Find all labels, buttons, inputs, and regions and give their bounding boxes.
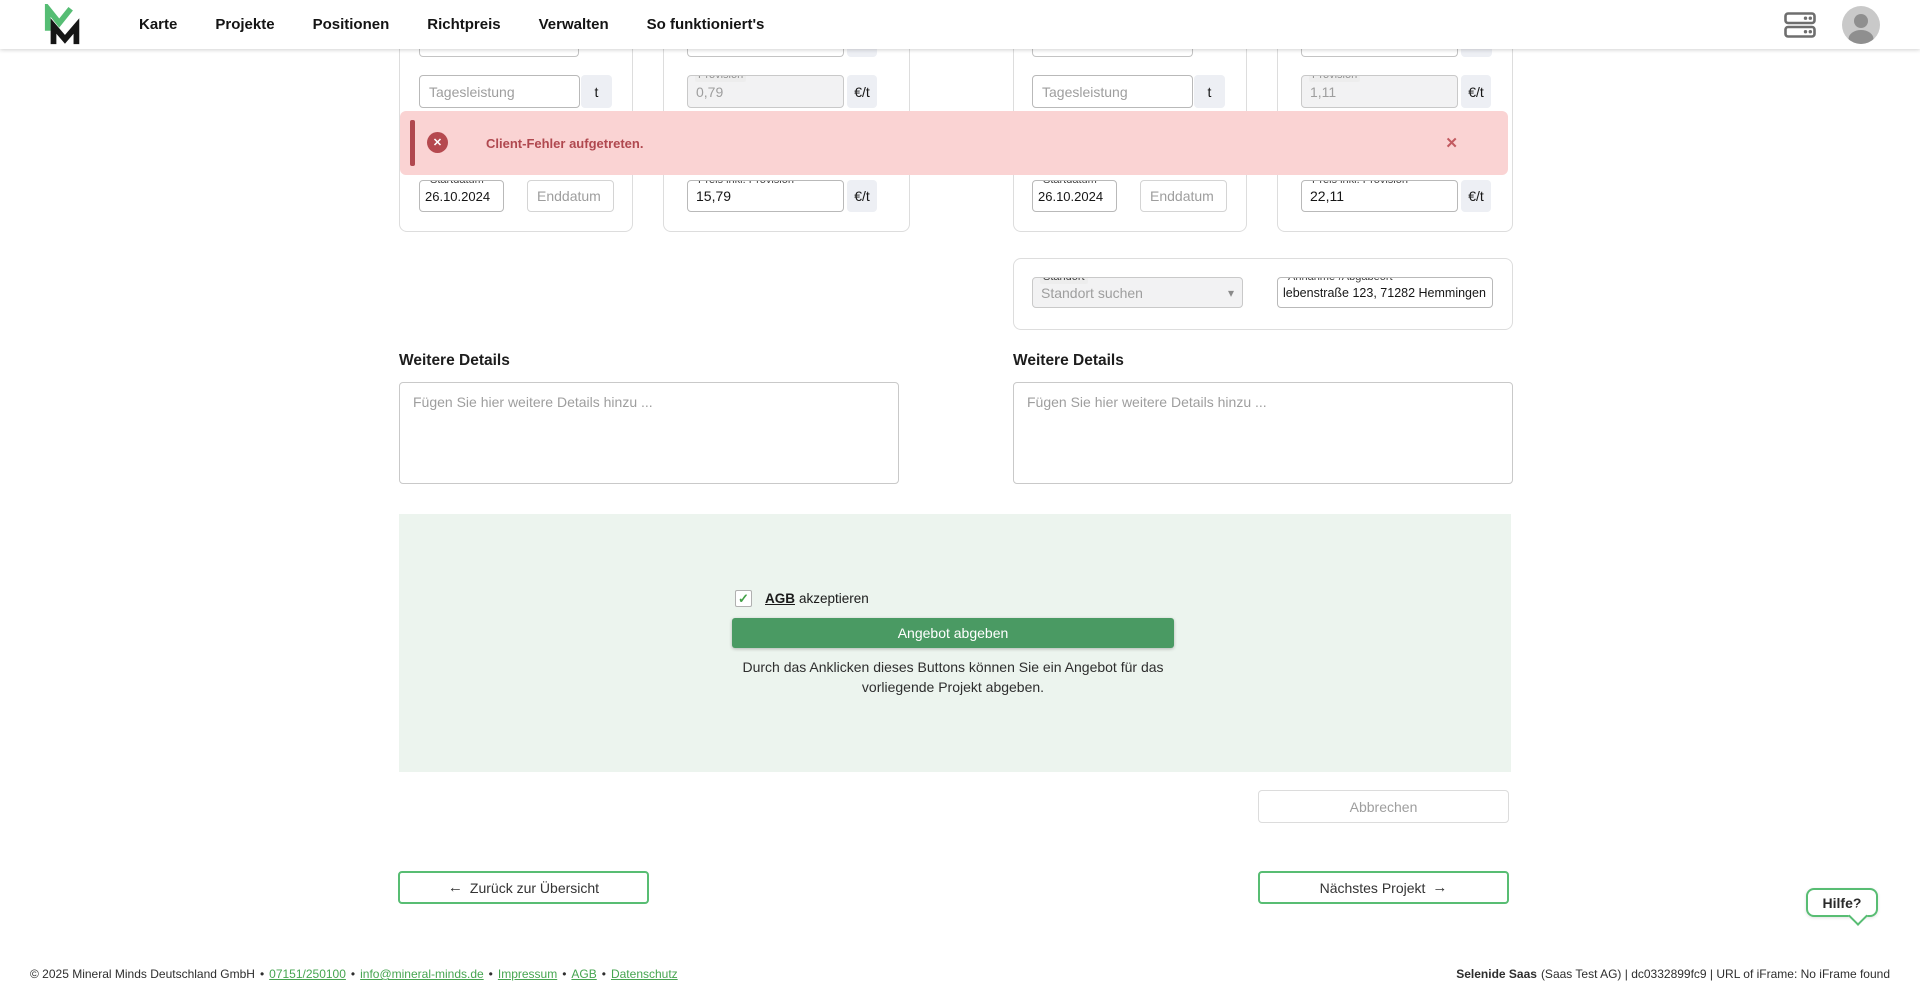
left-startdatum-value: 26.10.2024 xyxy=(425,188,491,204)
arrow-left-icon: ← xyxy=(447,879,463,896)
left-preis-inkl-provision-field[interactable]: Preis inkl. Provision 15,79 xyxy=(687,180,844,212)
left-tagesleistung-unit: t xyxy=(581,75,612,108)
left-preis-value: 15,79 xyxy=(696,188,732,204)
abgabeort-label: Annahme-/Abgabeort xyxy=(1285,278,1396,284)
footer-link-datenschutz[interactable]: Datenschutz xyxy=(610,967,678,981)
alert-accent-bar xyxy=(410,120,415,166)
right-tagesleistung-unit: t xyxy=(1194,75,1225,108)
right-startdatum-label: Startdatum xyxy=(1040,181,1100,187)
help-label: Hilfe? xyxy=(1822,894,1862,911)
right-preis-label: Preis inkl. Provision xyxy=(1309,181,1411,187)
agb-label: AGB akzeptieren xyxy=(765,589,869,608)
standort-label: Standort xyxy=(1040,278,1088,284)
left-details-textarea[interactable] xyxy=(399,382,899,484)
footer-separator: • xyxy=(562,967,567,981)
left-startdatum-label: Startdatum xyxy=(427,181,487,187)
footer-link-email[interactable]: info@mineral-minds.de xyxy=(360,967,484,981)
right-tagesleistung-input[interactable] xyxy=(1032,75,1193,108)
nav-item-positionen[interactable]: Positionen xyxy=(312,16,390,33)
user-avatar-icon[interactable] xyxy=(1842,5,1880,44)
right-preis-value: 22,11 xyxy=(1310,188,1344,204)
submit-description: Durch das Anklicken dieses Buttons könne… xyxy=(742,659,1164,696)
right-provision-field: Provision 1,11 xyxy=(1301,75,1458,108)
footer-app-name: Selenide Saas xyxy=(1456,967,1537,981)
standort-select: Standort Standort suchen ▾ xyxy=(1032,277,1243,308)
standort-placeholder: Standort suchen xyxy=(1041,284,1143,301)
nav-item-verwalten[interactable]: Verwalten xyxy=(538,16,609,33)
left-details-heading: Weitere Details xyxy=(399,352,510,369)
header-actions xyxy=(1784,0,1880,49)
left-enddatum-input[interactable] xyxy=(527,180,614,212)
footer-separator: • xyxy=(350,967,356,981)
left-provision-label: Provision xyxy=(695,76,747,82)
app-header: Karte Projekte Positionen Richtpreis Ver… xyxy=(0,0,1920,49)
footer-link-phone[interactable]: 07151/250100 xyxy=(269,967,346,981)
back-to-overview-button[interactable]: ← Zurück zur Übersicht xyxy=(398,871,649,904)
right-provision-value: 1,11 xyxy=(1310,83,1337,100)
left-provision-field: Provision 0,79 xyxy=(687,75,844,108)
right-provision-unit: €/t xyxy=(1461,75,1491,108)
nav-item-karte[interactable]: Karte xyxy=(139,16,178,33)
footer-copyright: © 2025 Mineral Minds Deutschland GmbH xyxy=(30,967,255,981)
back-button-label: Zurück zur Übersicht xyxy=(469,879,600,896)
right-preis-inkl-provision-field[interactable]: Preis inkl. Provision 22,11 xyxy=(1301,180,1458,212)
right-startdatum-value: 26.10.2024 xyxy=(1038,188,1104,204)
footer-env: Selenide Saas (Saas Test AG) | dc0332899… xyxy=(1456,967,1890,981)
right-startdatum-field[interactable]: Startdatum 26.10.2024 xyxy=(1032,180,1117,212)
error-circle-icon: ✕ xyxy=(427,132,448,153)
right-provision-label: Provision xyxy=(1309,76,1361,82)
footer-separator: • xyxy=(259,967,265,981)
nav-item-richtpreis[interactable]: Richtpreis xyxy=(427,16,501,33)
left-preis-unit: €/t xyxy=(847,180,877,212)
error-alert: ✕ Client-Fehler aufgetreten. ✕ xyxy=(400,111,1508,175)
right-details-textarea[interactable] xyxy=(1013,382,1513,484)
alert-close-icon[interactable]: ✕ xyxy=(1445,135,1458,152)
nav-item-so-funktionierts[interactable]: So funktioniert's xyxy=(646,16,765,33)
mineral-minds-logo-icon[interactable] xyxy=(40,4,88,46)
next-button-label: Nächstes Projekt xyxy=(1319,879,1426,896)
footer-env-info: (Saas Test AG) | dc0332899fc9 | URL of i… xyxy=(1540,967,1890,981)
footer-separator: • xyxy=(488,967,493,981)
agb-link[interactable]: AGB xyxy=(765,591,795,606)
alert-message: Client-Fehler aufgetreten. xyxy=(486,135,644,151)
footer-link-agb[interactable]: AGB xyxy=(571,967,597,981)
nav-item-projekte[interactable]: Projekte xyxy=(215,16,275,33)
left-startdatum-field[interactable]: Startdatum 26.10.2024 xyxy=(419,180,504,212)
footer-link-impressum[interactable]: Impressum xyxy=(497,967,558,981)
right-details-heading: Weitere Details xyxy=(1013,352,1124,369)
right-preis-unit: €/t xyxy=(1461,180,1491,212)
footer-separator: • xyxy=(601,967,606,981)
cancel-button[interactable]: Abbrechen xyxy=(1258,790,1509,823)
submit-offer-button[interactable]: Angebot abgeben xyxy=(732,618,1174,648)
agb-checkbox[interactable]: ✓ xyxy=(735,590,752,607)
left-tagesleistung-input[interactable] xyxy=(419,75,580,108)
abgabeort-field[interactable]: Annahme-/Abgabeort lebenstraße 123, 7128… xyxy=(1277,277,1493,308)
main-nav: Karte Projekte Positionen Richtpreis Ver… xyxy=(139,0,764,49)
chevron-down-icon: ▾ xyxy=(1227,285,1234,300)
abgabeort-value: lebenstraße 123, 71282 Hemmingen xyxy=(1283,285,1486,300)
checkmark-icon: ✓ xyxy=(738,591,749,606)
left-provision-unit: €/t xyxy=(847,75,877,108)
agb-suffix: akzeptieren xyxy=(799,591,869,606)
dns-icon[interactable] xyxy=(1784,11,1816,38)
help-bubble[interactable]: Hilfe? xyxy=(1806,888,1878,917)
next-project-button[interactable]: Nächstes Projekt → xyxy=(1258,871,1509,904)
right-enddatum-input[interactable] xyxy=(1140,180,1227,212)
footer-info: © 2025 Mineral Minds Deutschland GmbH • … xyxy=(30,967,678,981)
left-preis-label: Preis inkl. Provision xyxy=(695,181,797,187)
arrow-right-icon: → xyxy=(1432,879,1448,896)
left-provision-value: 0,79 xyxy=(696,83,724,100)
